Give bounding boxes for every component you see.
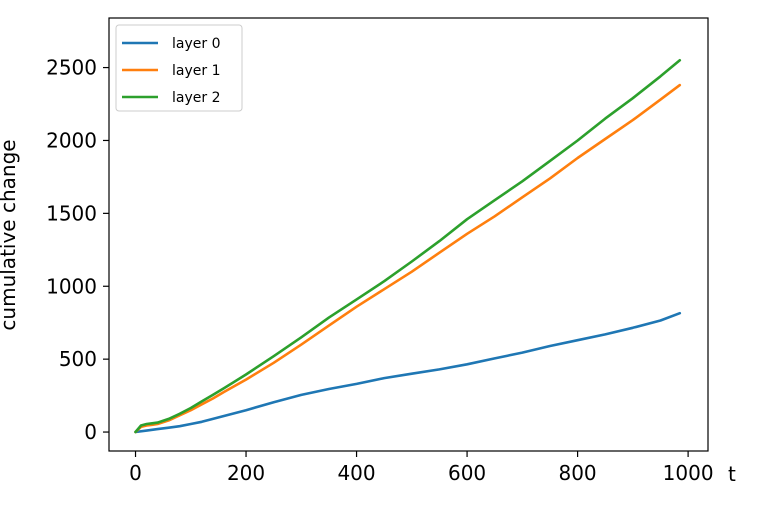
y-axis-label: cumulative change bbox=[0, 139, 20, 330]
legend-box bbox=[115, 24, 243, 112]
series-line-2 bbox=[134, 58, 682, 434]
y-axis-ticks: 0 500 1000 1500 2000 2500 bbox=[46, 56, 109, 444]
legend: layer 0 layer 1 layer 2 bbox=[115, 24, 243, 112]
series-line-1 bbox=[134, 83, 682, 434]
y-tick-label: 1000 bbox=[46, 274, 97, 298]
x-tick-label: 800 bbox=[558, 461, 596, 485]
y-tick-label: 2000 bbox=[46, 128, 97, 152]
x-tick-label: 400 bbox=[337, 461, 375, 485]
legend-label-2: layer 2 bbox=[172, 90, 220, 106]
y-tick-label: 1500 bbox=[46, 201, 97, 225]
x-tick-label: 200 bbox=[227, 461, 265, 485]
y-tick-label: 500 bbox=[59, 347, 97, 371]
y-tick-label: 0 bbox=[84, 420, 97, 444]
legend-label-1: layer 1 bbox=[172, 63, 220, 79]
series-layer bbox=[134, 58, 682, 434]
x-tick-label: 0 bbox=[129, 461, 142, 485]
x-tick-label: 1000 bbox=[663, 461, 714, 485]
x-axis-ticks: 0 200 400 600 800 1000 bbox=[129, 451, 714, 485]
series-line-0 bbox=[134, 311, 682, 434]
x-tick-label: 600 bbox=[448, 461, 486, 485]
y-tick-label: 2500 bbox=[46, 56, 97, 80]
legend-label-0: layer 0 bbox=[172, 36, 220, 52]
x-axis-label: t bbox=[728, 462, 736, 486]
